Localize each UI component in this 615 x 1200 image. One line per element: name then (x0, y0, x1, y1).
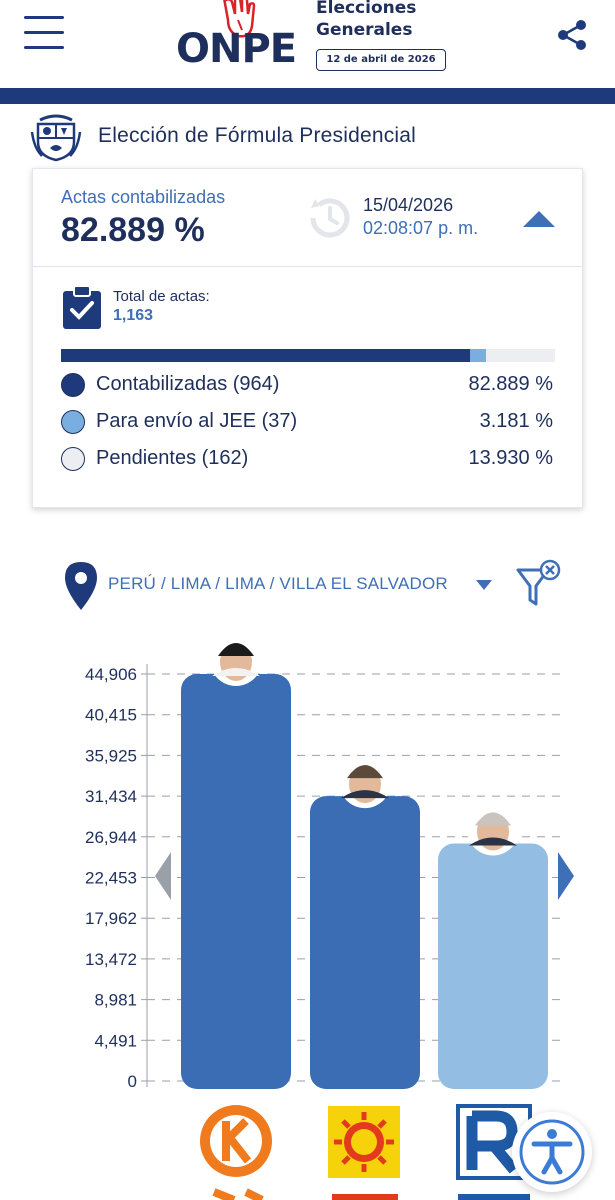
update-time: 02:08:07 p. m. (363, 218, 479, 238)
total-actas-value: 1,163 (113, 307, 154, 324)
section-title: Elección de Fórmula Presidencial (98, 124, 417, 147)
progress-segment (470, 349, 486, 362)
legend-row-contabilizadas: Contabilizadas (964) 82.889 % (61, 370, 555, 400)
clear-filter-icon[interactable] (514, 558, 564, 612)
legend-label: Para envío al JEE (37) (96, 410, 298, 432)
y-tick-label: 26,944 (85, 828, 137, 847)
y-tick-label: 31,434 (85, 787, 137, 806)
header-divider-bar (0, 88, 615, 104)
actas-progress-bar (61, 349, 555, 362)
actas-percentage: 82.889 % (61, 211, 205, 249)
y-tick-label: 17,962 (85, 909, 137, 928)
sun-party-logo-icon (328, 1106, 400, 1200)
candidate-bar (438, 843, 548, 1089)
vote-bar-chart: 44,906 40,415 35,925 31,434 26,944 22,453 17,9… (85, 634, 574, 1091)
candidate-photo-icon (210, 634, 262, 686)
candidate-bar (310, 796, 420, 1089)
y-tick-label: 0 (128, 1072, 137, 1091)
legend-percentage: 3.181 % (479, 410, 553, 432)
chevron-left-icon[interactable] (155, 852, 171, 900)
candidate-photo-icon (467, 803, 519, 856)
legend-percentage: 13.930 % (468, 447, 553, 469)
y-tick-label: 4,491 (94, 1031, 137, 1050)
chevron-down-icon[interactable] (474, 578, 494, 592)
event-title-line1: Elecciones (316, 0, 417, 18)
y-tick-label: 35,925 (85, 746, 137, 765)
card-header: Actas contabilizadas 82.889 % 15/04/2026… (33, 169, 582, 267)
event-title-line2: Generales (316, 20, 413, 40)
y-tick-label: 40,415 (85, 706, 137, 725)
actas-summary-card: Actas contabilizadas 82.889 % 15/04/2026… (32, 168, 583, 508)
clipboard-check-icon (63, 285, 101, 329)
voting-hand-icon (223, 0, 256, 38)
event-title: Elecciones Generales (316, 0, 416, 41)
progress-segment (61, 349, 470, 362)
legend-label: Contabilizadas (964) (96, 373, 280, 395)
update-date: 15/04/2026 (363, 195, 454, 215)
y-tick-label: 44,906 (85, 665, 137, 684)
candidate-photo-icon (339, 756, 391, 809)
fuerza-popular-logo-icon (200, 1105, 272, 1200)
legend-percentage: 82.889 % (468, 373, 553, 395)
legend-row-jee: Para envío al JEE (37) 3.181 % (61, 407, 555, 437)
party-logos-row (200, 1104, 532, 1200)
peru-coat-of-arms-icon (30, 114, 82, 162)
location-pin-icon (65, 562, 97, 610)
menu-icon[interactable] (24, 16, 66, 50)
chevron-right-icon[interactable] (558, 852, 574, 900)
y-tick-label: 13,472 (85, 950, 137, 969)
onpe-logo: ONPE (176, 0, 306, 80)
accessibility-icon[interactable] (512, 1112, 592, 1192)
legend-label: Pendientes (162) (96, 447, 249, 469)
actas-label: Actas contabilizadas (61, 187, 226, 207)
candidate-bar (181, 674, 291, 1089)
progress-segment (486, 349, 555, 362)
location-breadcrumb[interactable]: PERÚ / LIMA / LIMA / VILLA EL SALVADOR (108, 574, 448, 593)
event-date-badge: 12 de abril de 2026 (316, 49, 446, 71)
total-actas-label: Total de actas: (113, 288, 210, 305)
legend-dot-icon (61, 447, 85, 471)
app-header: ONPE Elecciones Generales 12 de abril de… (0, 0, 615, 88)
share-icon[interactable] (556, 18, 588, 52)
legend-dot-icon (61, 410, 85, 434)
y-tick-label: 8,981 (94, 991, 137, 1010)
clock-history-icon (310, 198, 350, 238)
collapse-chevron-up-icon[interactable] (521, 207, 557, 231)
legend-dot-icon (61, 373, 85, 397)
brand-name: ONPE (176, 26, 297, 72)
legend-row-pendientes: Pendientes (162) 13.930 % (61, 444, 555, 474)
y-tick-label: 22,453 (85, 869, 137, 888)
election-section-header: Elección de Fórmula Presidencial (30, 112, 590, 162)
